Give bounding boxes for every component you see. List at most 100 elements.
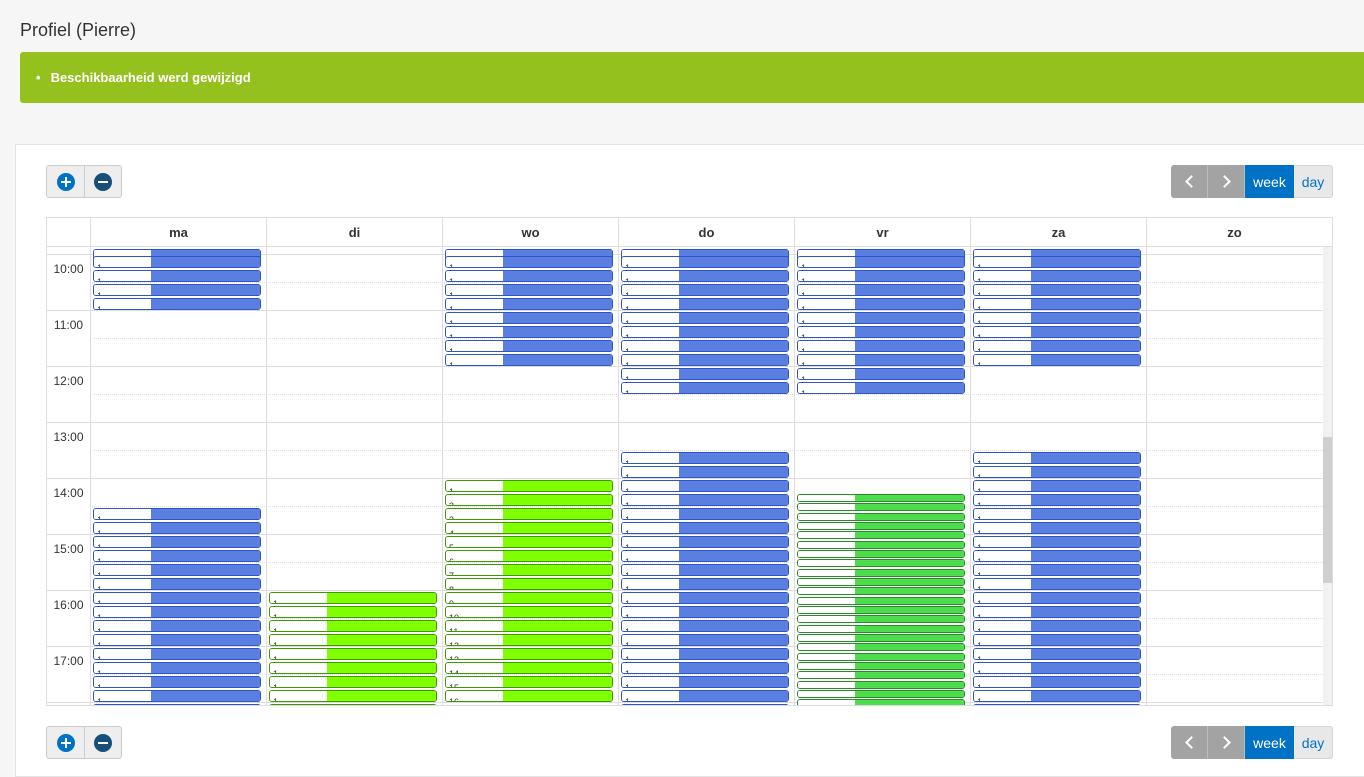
day-view-button[interactable]: day — [1294, 726, 1333, 759]
availability-slot[interactable]: 7 — [445, 564, 613, 576]
availability-slot[interactable]: 1 — [445, 256, 613, 268]
availability-slot[interactable] — [797, 559, 965, 568]
availability-slot[interactable]: 6 — [445, 550, 613, 562]
availability-slot[interactable]: 1 — [973, 564, 1141, 576]
availability-slot[interactable]: 1 — [269, 690, 437, 702]
availability-slot[interactable] — [797, 634, 965, 642]
availability-slot[interactable]: 1 — [269, 592, 437, 604]
availability-slot[interactable]: 1 — [269, 676, 437, 688]
availability-slot[interactable]: 1 — [445, 354, 613, 366]
week-view-button[interactable]: week — [1245, 726, 1294, 759]
availability-slot[interactable]: 1 — [269, 634, 437, 646]
availability-slot[interactable]: 1 — [973, 494, 1141, 506]
availability-slot[interactable]: 1 — [93, 284, 261, 296]
availability-slot[interactable] — [797, 643, 965, 652]
availability-slot[interactable]: 1 — [621, 676, 789, 688]
availability-slot[interactable]: 1 — [269, 704, 437, 705]
availability-slot[interactable]: 1 — [621, 298, 789, 310]
availability-slot[interactable]: 1 — [973, 284, 1141, 296]
availability-slot[interactable]: 1 — [797, 340, 965, 352]
availability-slot[interactable]: 1 — [445, 284, 613, 296]
availability-slot[interactable]: 1 — [93, 648, 261, 660]
availability-slot[interactable] — [797, 512, 965, 521]
availability-slot[interactable]: 13 — [445, 648, 613, 660]
prev-button[interactable] — [1171, 726, 1208, 759]
prev-button[interactable] — [1171, 165, 1208, 198]
availability-slot[interactable]: 1 — [973, 480, 1141, 492]
availability-slot[interactable] — [797, 652, 965, 661]
availability-slot[interactable]: 1 — [973, 592, 1141, 604]
availability-slot[interactable] — [797, 587, 965, 596]
availability-slot[interactable]: 1 — [621, 284, 789, 296]
availability-slot[interactable]: 1 — [973, 452, 1141, 464]
availability-slot[interactable]: 1 — [797, 270, 965, 282]
next-button[interactable] — [1208, 726, 1245, 759]
availability-slot[interactable]: 1 — [269, 606, 437, 618]
availability-slot[interactable]: 14 — [445, 662, 613, 674]
availability-slot[interactable]: 1 — [621, 368, 789, 380]
availability-slot[interactable]: 1 — [973, 256, 1141, 268]
availability-slot[interactable]: 1 — [973, 466, 1141, 478]
availability-slot[interactable]: 1 — [621, 690, 789, 702]
availability-slot[interactable]: 1 — [973, 578, 1141, 590]
availability-slot[interactable]: 1 — [621, 704, 789, 705]
availability-slot[interactable] — [797, 671, 965, 680]
availability-slot[interactable]: 2 — [445, 494, 613, 506]
availability-slot[interactable]: 1 — [621, 592, 789, 604]
availability-slot[interactable]: 1 — [93, 704, 261, 705]
availability-slot[interactable]: 1 — [797, 354, 965, 366]
availability-slot[interactable]: 1 — [269, 662, 437, 674]
zoom-out-button[interactable] — [84, 166, 121, 197]
availability-slot[interactable]: 1 — [93, 634, 261, 646]
availability-slot[interactable]: 9 — [445, 592, 613, 604]
availability-slot[interactable]: 1 — [973, 298, 1141, 310]
availability-slot[interactable]: 1 — [93, 690, 261, 702]
availability-slot[interactable]: 1 — [797, 284, 965, 296]
zoom-in-button[interactable] — [47, 727, 84, 758]
week-view-button[interactable]: week — [1245, 165, 1294, 198]
availability-slot[interactable]: 1 — [621, 354, 789, 366]
availability-slot[interactable]: 1 — [621, 312, 789, 324]
availability-slot[interactable]: 10 — [445, 606, 613, 618]
availability-slot[interactable]: 1 — [621, 578, 789, 590]
availability-slot[interactable]: 1 — [973, 634, 1141, 646]
availability-slot[interactable]: 1 — [621, 270, 789, 282]
scrollbar-thumb[interactable] — [1323, 437, 1332, 583]
availability-slot[interactable]: 1 — [973, 270, 1141, 282]
availability-slot[interactable]: 1 — [93, 550, 261, 562]
availability-slot[interactable]: 1 — [621, 606, 789, 618]
availability-slot[interactable]: 1 — [621, 256, 789, 268]
availability-slot[interactable]: 1 — [797, 382, 965, 394]
availability-slot[interactable]: 1 — [93, 676, 261, 688]
availability-slot[interactable]: 1 — [621, 480, 789, 492]
availability-slot[interactable] — [797, 522, 965, 530]
availability-slot[interactable]: 1 — [797, 298, 965, 310]
availability-slot[interactable]: 1 — [93, 606, 261, 618]
availability-slot[interactable] — [797, 550, 965, 558]
availability-slot[interactable]: 1 — [93, 522, 261, 534]
availability-slot[interactable] — [797, 699, 965, 705]
availability-slot[interactable] — [797, 662, 965, 670]
availability-slot[interactable]: 1 — [269, 620, 437, 632]
availability-slot[interactable] — [797, 680, 965, 689]
availability-slot[interactable]: 3 — [445, 508, 613, 520]
availability-slot[interactable]: 1 — [973, 550, 1141, 562]
availability-slot[interactable]: 1 — [621, 466, 789, 478]
availability-slot[interactable]: 1 — [621, 326, 789, 338]
next-button[interactable] — [1208, 165, 1245, 198]
availability-slot[interactable]: 1 — [621, 550, 789, 562]
availability-slot[interactable]: 1 — [269, 648, 437, 660]
availability-slot[interactable] — [797, 624, 965, 633]
availability-slot[interactable]: 1 — [621, 494, 789, 506]
day-view-button[interactable]: day — [1294, 165, 1333, 198]
availability-slot[interactable]: 1 — [93, 298, 261, 310]
availability-slot[interactable] — [797, 606, 965, 614]
availability-slot[interactable] — [797, 503, 965, 512]
availability-slot[interactable]: 1 — [93, 564, 261, 576]
availability-slot[interactable]: 1 — [973, 620, 1141, 632]
availability-slot[interactable]: 1 — [621, 340, 789, 352]
availability-slot[interactable]: 12 — [445, 634, 613, 646]
availability-slot[interactable]: 1 — [93, 662, 261, 674]
availability-slot[interactable]: 1 — [973, 326, 1141, 338]
calendar-scrollbar[interactable] — [1323, 247, 1332, 705]
